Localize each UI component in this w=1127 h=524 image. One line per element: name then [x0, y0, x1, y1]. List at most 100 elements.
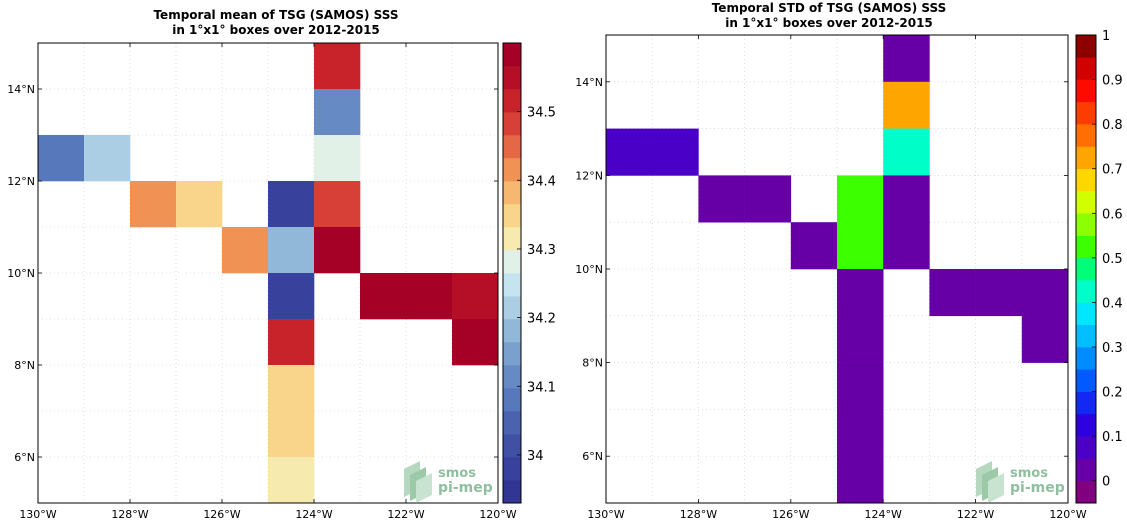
colorbar-segment: [503, 296, 521, 320]
colorbar-segment: [503, 388, 521, 412]
x-tick-label: 120°W: [1049, 508, 1086, 521]
x-tick-label: 128°W: [680, 508, 717, 521]
heatmap-cell: [268, 457, 315, 504]
colorbar-segment: [503, 66, 521, 90]
heatmap-cell: [314, 43, 361, 90]
colorbar-segment: [503, 89, 521, 113]
mean-sss-panel: Temporal mean of TSG (SAMOS) SSS in 1°x1…: [7, 8, 556, 521]
colorbar-segment: [1076, 257, 1096, 281]
colorbar-segment: [1076, 458, 1096, 482]
colorbar-tick-label: 34.3: [527, 243, 556, 258]
colorbar-tick-label: 0.5: [1102, 252, 1123, 267]
colorbar-segment: [1076, 79, 1096, 103]
colorbar-segment: [1076, 101, 1096, 125]
logo-layer-3: [416, 473, 432, 503]
y-tick-label: 12°N: [7, 175, 35, 188]
logo-text-smos: smos: [438, 466, 476, 481]
heatmap-cell: [360, 273, 407, 320]
heatmap-cell: [176, 181, 223, 228]
mean-chart-subtitle: in 1°x1° boxes over 2012-2015: [172, 23, 380, 37]
heatmap-cell: [314, 227, 361, 274]
colorbar-segment: [1076, 391, 1096, 415]
heatmap-cell: [268, 181, 315, 228]
colorbar-segment: [503, 112, 521, 136]
x-tick-label: 124°W: [865, 508, 902, 521]
colorbar-segment: [1076, 124, 1096, 147]
colorbar-segment: [503, 457, 521, 481]
colorbar-segment: [503, 319, 521, 343]
colorbar-tick-label: 0.6: [1102, 207, 1123, 222]
colorbar-segment: [1076, 35, 1096, 58]
heatmap-cell: [268, 273, 315, 320]
x-tick-label: 124°W: [295, 508, 332, 521]
logo-text-smos: smos: [1010, 466, 1048, 481]
heatmap-cell: [837, 175, 884, 223]
colorbar-tick-label: 0.8: [1102, 118, 1123, 133]
heatmap-cell: [837, 456, 884, 504]
x-tick-label: 130°W: [19, 508, 56, 521]
heatmap-cell: [406, 273, 453, 320]
y-tick-label: 10°N: [7, 267, 35, 280]
colorbar-segment: [1076, 436, 1096, 459]
colorbar-tick-label: 1: [1102, 29, 1110, 44]
heatmap-cell: [744, 175, 792, 223]
x-tick-label: 126°W: [203, 508, 240, 521]
colorbar-segment: [503, 434, 521, 458]
colorbar-tick-label: 0.7: [1102, 163, 1123, 178]
heatmap-cell: [837, 362, 884, 410]
heatmap-cell: [790, 222, 838, 270]
colorbar-segment: [1076, 280, 1096, 303]
heatmap-cell: [84, 135, 131, 182]
x-tick-label: 122°W: [957, 508, 994, 521]
heatmap-cell: [883, 81, 930, 129]
heatmap-cell: [314, 89, 361, 136]
colorbar-segment: [503, 365, 521, 389]
colorbar-segment: [503, 411, 521, 435]
std-sss-panel: Temporal STD of TSG (SAMOS) SSS in 1°x1°…: [575, 1, 1122, 521]
heatmap-cell: [883, 222, 930, 270]
colorbar-segment: [1076, 369, 1096, 392]
y-tick-label: 6°N: [582, 450, 603, 463]
colorbar-segment: [503, 135, 521, 159]
colorbar-tick-label: 0.3: [1102, 341, 1123, 356]
colorbar-tick-label: 34.2: [527, 312, 556, 327]
colorbar-segment: [503, 227, 521, 251]
logo-text-pimep: pi-mep: [438, 480, 493, 496]
x-tick-label: 128°W: [111, 508, 148, 521]
heatmap-cells: [38, 43, 499, 504]
colorbar-tick-label: 0.4: [1102, 296, 1123, 311]
x-tick-label: 130°W: [587, 508, 624, 521]
heatmap-cell: [38, 135, 85, 182]
heatmap-cell: [883, 128, 930, 176]
heatmap-cell: [314, 135, 361, 182]
y-tick-label: 6°N: [14, 451, 35, 464]
heatmap-cell: [837, 315, 884, 363]
colorbar: 0 0.1 0.2 0.3 0.4 0.5 0.6 0.7 0.8 0.9 1: [1075, 29, 1123, 504]
colorbar-segment: [1076, 413, 1096, 437]
x-tick-label: 126°W: [772, 508, 809, 521]
heatmap-cells: [606, 35, 1069, 504]
heatmap-cell: [929, 269, 976, 317]
y-tick-label: 14°N: [575, 76, 603, 89]
heatmap-cell: [837, 222, 884, 270]
colorbar-segment: [1076, 146, 1096, 170]
colorbar-tick-label: 34: [527, 449, 544, 464]
logo-text-pimep: pi-mep: [1010, 480, 1065, 496]
x-tick-label: 122°W: [387, 508, 424, 521]
heatmap-cell: [883, 35, 930, 83]
heatmap-cell: [314, 181, 361, 228]
colorbar-segment: [1076, 324, 1096, 348]
colorbar-segment: [503, 181, 521, 205]
heatmap-cell: [452, 273, 499, 320]
heatmap-cell: [268, 319, 315, 366]
colorbar-segment: [1076, 168, 1096, 192]
heatmap-cell: [1021, 315, 1069, 363]
heatmap-cell: [883, 175, 930, 223]
colorbar-segment: [503, 158, 521, 182]
y-tick-label: 8°N: [14, 359, 35, 372]
colorbar-frame: [502, 42, 522, 504]
colorbar-segment: [503, 480, 521, 504]
heatmap-cell: [130, 181, 177, 228]
heatmap-cell: [268, 227, 315, 274]
